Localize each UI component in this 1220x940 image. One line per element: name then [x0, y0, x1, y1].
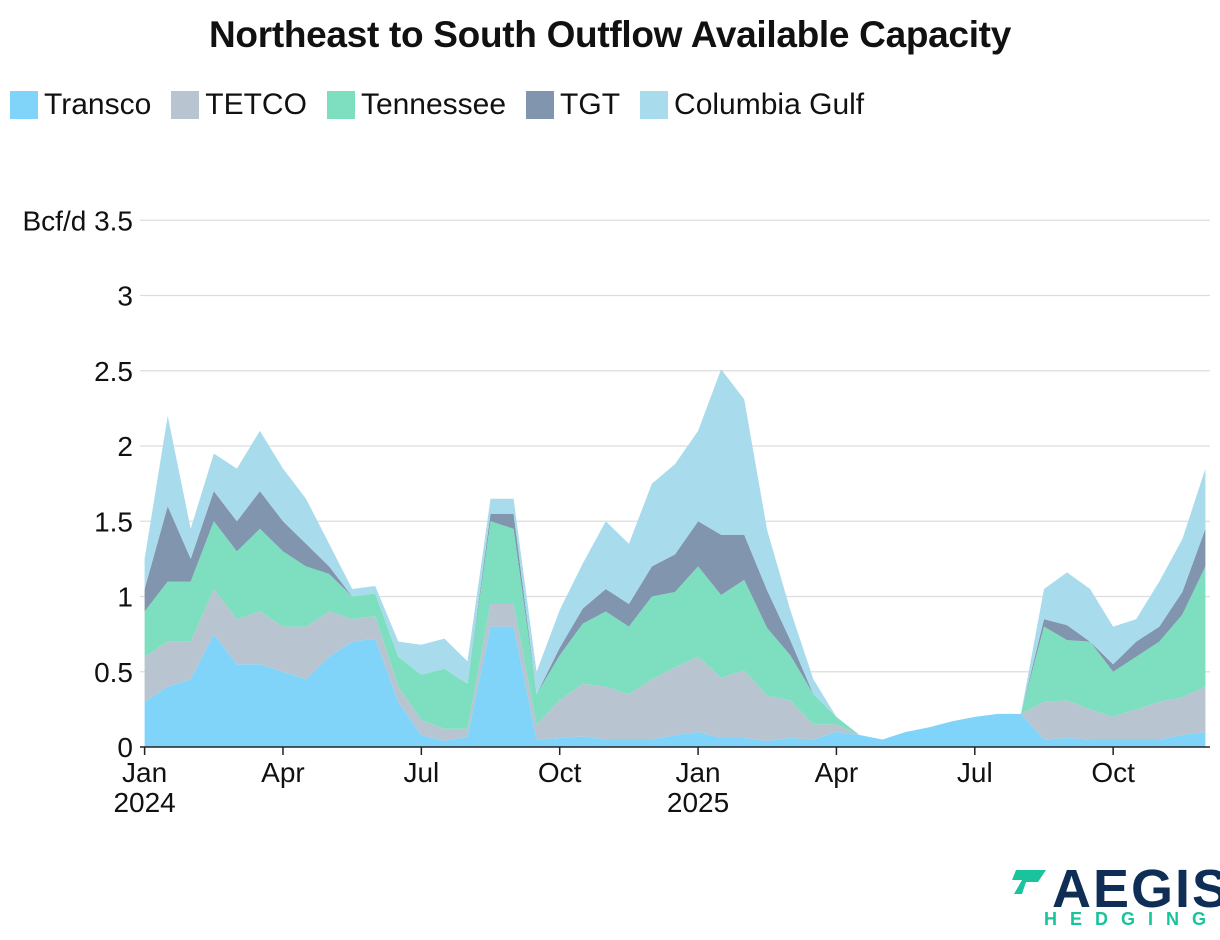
legend-swatch-columbia-gulf	[640, 91, 669, 119]
legend-label-tetco: TETCO	[205, 88, 307, 121]
x-tick-label: Oct	[538, 757, 582, 788]
x-tick-label: Oct	[1091, 757, 1135, 788]
legend-swatch-tgt	[526, 91, 555, 119]
legend-label-transco: Transco	[44, 88, 152, 121]
logo-wordmark: AEGIS	[1052, 859, 1220, 919]
x-tick-year-label: 2025	[667, 787, 729, 818]
legend-swatch-tennessee	[326, 91, 355, 119]
legend: Transco TETCO Tennessee TGT Columbia Gul…	[10, 88, 884, 122]
legend-swatch-transco	[10, 91, 38, 119]
x-tick-label: Jan	[122, 757, 167, 788]
legend-label-columbia-gulf: Columbia Gulf	[674, 88, 865, 121]
y-tick-label: 1	[117, 582, 133, 613]
legend-item-transco: Transco	[10, 88, 151, 122]
y-tick-label: 3	[117, 281, 133, 312]
series-area-tetco	[144, 589, 1206, 741]
legend-label-tgt: TGT	[560, 88, 621, 121]
legend-label-tennessee: Tennessee	[360, 88, 507, 121]
y-tick-label: 0.5	[94, 657, 133, 688]
y-tick-label: 2.5	[94, 356, 133, 387]
y-tick-label: 0	[117, 732, 133, 763]
series-area-columbia-gulf	[144, 369, 1206, 740]
x-tick-year-label: 2024	[113, 787, 175, 818]
series-area-tennessee	[144, 521, 1206, 740]
x-tick-label: Apr	[261, 757, 305, 788]
legend-item-tetco: TETCO	[171, 88, 307, 122]
x-tick-label: Jul	[403, 757, 439, 788]
y-tick-label: 2	[117, 431, 133, 462]
aegis-logo: AEGIS HEDGING	[1012, 859, 1220, 932]
y-tick-label: 1.5	[94, 506, 133, 537]
x-tick-label: Apr	[815, 757, 859, 788]
logo-mark-icon	[1012, 870, 1046, 894]
series-area-transco	[144, 626, 1206, 747]
legend-item-tennessee: Tennessee	[326, 88, 507, 122]
y-tick-label: Bcf/d 3.5	[22, 205, 133, 236]
x-tick-label: Jan	[675, 757, 720, 788]
legend-item-tgt: TGT	[526, 88, 620, 122]
logo-subtitle: HEDGING	[1044, 909, 1220, 929]
legend-item-columbia-gulf: Columbia Gulf	[640, 88, 864, 122]
chart-title: Northeast to South Outflow Available Cap…	[209, 14, 1011, 55]
legend-swatch-tetco	[171, 91, 200, 119]
series-area-tgt	[144, 491, 1206, 740]
x-tick-label: Jul	[957, 757, 993, 788]
